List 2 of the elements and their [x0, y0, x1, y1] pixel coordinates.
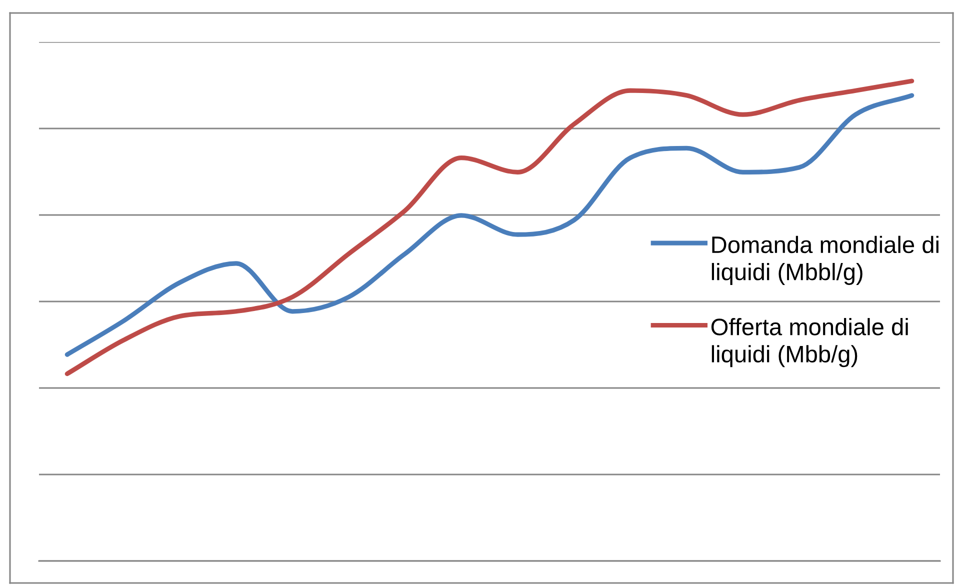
legend-label: Offerta mondiale di liquidi (Mbb/g): [711, 318, 908, 368]
legend-label: Domanda mondiale di liquidi (Mbbl/g): [712, 236, 938, 285]
